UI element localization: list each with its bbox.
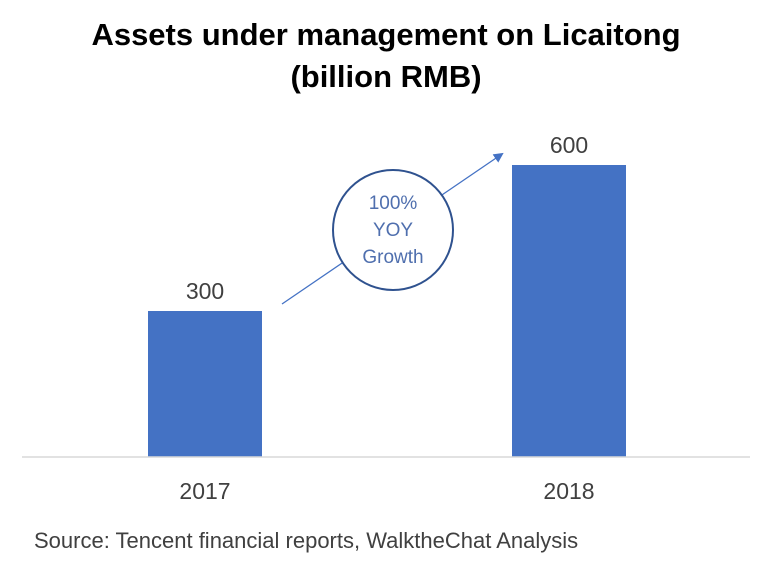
labels-layer: 300 2017 600 2018 [179,132,594,504]
chart-title-line-1: Assets under management on Licaitong [91,17,681,52]
growth-annotation-line-1: 100% [369,193,418,214]
bars-layer [148,165,626,457]
source-note: Source: Tencent financial reports, Walkt… [34,528,579,553]
bar-2017 [148,311,262,457]
chart-title-line-2: (billion RMB) [290,59,482,94]
data-label-2017: 300 [186,278,224,304]
chart-title: Assets under management on Licaitong (bi… [0,14,772,98]
x-tick-label-2018: 2018 [543,478,594,504]
growth-annotation-circle [332,169,454,291]
x-tick-label-2017: 2017 [179,478,230,504]
growth-annotation-line-2: YOY [373,220,413,241]
growth-annotation-line-3: Growth [362,247,423,268]
bar-2018 [512,165,626,457]
data-label-2018: 600 [550,132,588,158]
